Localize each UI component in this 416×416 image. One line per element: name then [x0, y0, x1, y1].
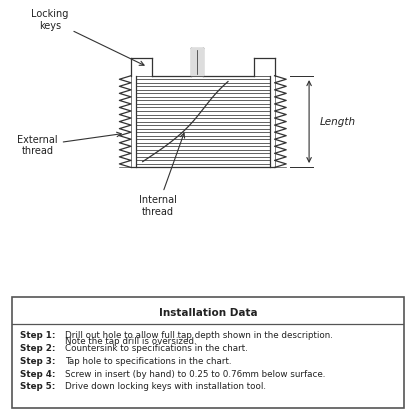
Text: Step 4:: Step 4:	[20, 370, 56, 379]
Text: External
thread: External thread	[17, 132, 121, 156]
Text: Tap hole to specifications in the chart.: Tap hole to specifications in the chart.	[65, 357, 232, 366]
Text: Step 3:: Step 3:	[20, 357, 56, 366]
Text: Internal
thread: Internal thread	[139, 133, 185, 217]
Text: Installation Data: Installation Data	[158, 309, 258, 319]
Text: Step 2:: Step 2:	[20, 344, 56, 354]
Text: Note the tap drill is oversized.: Note the tap drill is oversized.	[65, 337, 197, 347]
Text: Countersink to specifications in the chart.: Countersink to specifications in the cha…	[65, 344, 248, 354]
Text: Locking
keys: Locking keys	[31, 9, 144, 65]
Text: Step 1:: Step 1:	[20, 330, 56, 339]
Text: Drill out hole to allow full tap depth shown in the description.: Drill out hole to allow full tap depth s…	[65, 330, 333, 339]
Text: Length: Length	[319, 116, 356, 126]
Text: Step 5:: Step 5:	[20, 382, 56, 391]
Text: Screw in insert (by hand) to 0.25 to 0.76mm below surface.: Screw in insert (by hand) to 0.25 to 0.7…	[65, 370, 326, 379]
Text: Drive down locking keys with installation tool.: Drive down locking keys with installatio…	[65, 382, 266, 391]
FancyBboxPatch shape	[12, 297, 404, 408]
